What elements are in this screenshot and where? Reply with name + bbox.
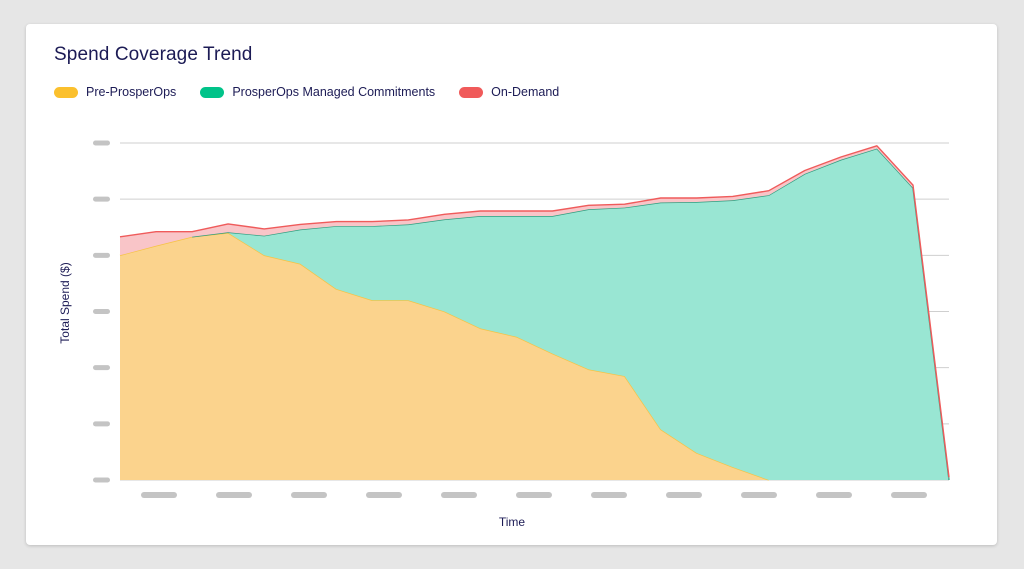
area-prosperops-managed-commitments <box>120 148 949 480</box>
y-tick-placeholder <box>93 252 110 258</box>
x-tick-placeholder <box>816 492 852 498</box>
x-tick-placeholder <box>291 492 327 498</box>
x-tick-placeholder <box>141 492 177 498</box>
legend-item-on-demand: On-Demand <box>459 85 559 99</box>
x-tick-placeholder <box>366 492 402 498</box>
y-tick-placeholder <box>93 196 110 202</box>
x-tick-placeholder <box>591 492 627 498</box>
y-tick-placeholder <box>93 477 110 483</box>
line-on-demand <box>119 145 950 478</box>
legend-label-managed-commitments: ProsperOps Managed Commitments <box>232 85 436 99</box>
legend-swatch-managed-commitments <box>200 86 225 98</box>
x-tick-placeholder <box>516 492 552 498</box>
legend-swatch-on-demand <box>459 86 484 98</box>
x-tick-placeholder <box>216 492 252 498</box>
y-tick-placeholder <box>93 140 110 146</box>
chart-title: Spend Coverage Trend <box>54 44 253 65</box>
legend-label-on-demand: On-Demand <box>491 85 560 99</box>
legend-swatch-pre-prosperops <box>54 86 78 98</box>
x-tick-placeholder <box>891 492 927 498</box>
y-tick-placeholder <box>93 421 110 427</box>
x-tick-placeholder <box>441 492 477 498</box>
x-tick-placeholder <box>666 492 702 498</box>
chart-legend: Pre-ProsperOps ProsperOps Managed Commit… <box>54 85 559 99</box>
x-tick-placeholder <box>741 492 777 498</box>
y-tick-placeholder <box>93 365 110 371</box>
legend-label-pre-prosperops: Pre-ProsperOps <box>86 85 177 99</box>
legend-item-pre-prosperops: Pre-ProsperOps <box>54 85 176 99</box>
y-tick-placeholders <box>93 140 110 483</box>
y-tick-placeholder <box>93 309 110 314</box>
y-axis-label: Total Spend ($) <box>58 262 72 343</box>
area-on-demand <box>120 145 949 481</box>
legend-item-managed-commitments: ProsperOps Managed Commitments <box>200 85 435 99</box>
series-areas <box>119 145 950 481</box>
x-tick-placeholders <box>141 492 927 498</box>
x-axis-label: Time <box>499 515 526 529</box>
area-pre-prosperops <box>120 232 949 480</box>
